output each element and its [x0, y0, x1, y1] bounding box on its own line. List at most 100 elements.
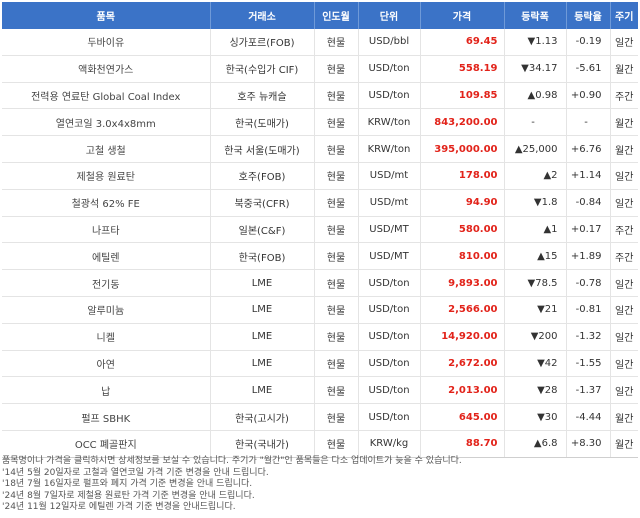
- change-cell: ▲2: [504, 162, 567, 190]
- exchange-cell: 한국(도매가): [210, 108, 315, 137]
- exchange-cell: 한국(FOB): [210, 242, 315, 271]
- exchange-cell: 싱가포르(FOB): [210, 29, 315, 56]
- commodity-name-link[interactable]: 전기동: [2, 269, 211, 297]
- exchange-cell: LME: [210, 323, 315, 351]
- table-row: OCC 폐골판지 한국(국내가) 현물 KRW/kg 88.70 ▲6.8 +8.30 월간: [2, 430, 638, 458]
- cycle-cell: 주간: [610, 216, 638, 244]
- commodity-name-link[interactable]: 아연: [2, 350, 211, 378]
- table-row: 전력용 연료탄 Global Coal Index 호주 뉴캐슬 현물 USD/ton…: [2, 82, 638, 110]
- price-link[interactable]: 178.00: [420, 162, 505, 190]
- unit-cell: KRW/ton: [358, 108, 421, 137]
- exchange-cell: 한국(고시가): [210, 403, 315, 431]
- price-link[interactable]: 395,000.00: [420, 135, 505, 163]
- table-row: 열연코일 3.0x4x8mm 한국(도매가) 현물 KRW/ton 843,200.00…: [2, 108, 638, 137]
- commodity-name-link[interactable]: 제철용 원료탄: [2, 162, 211, 190]
- price-link[interactable]: 843,200.00: [420, 108, 505, 137]
- notes-section: 품목명이나 가격을 클릭하시면 상세정보를 보실 수 있습니다. 주기가 "월간…: [2, 456, 638, 514]
- table-row: 아연 LME 현물 USD/ton 2,672.00 ▼42 -1.55 일간: [2, 350, 638, 378]
- table-row: 나프타 일본(C&F) 현물 USD/MT 580.00 ▲1 +0.17 주간: [2, 216, 638, 244]
- table-row: 고철 생철 한국 서울(도매가) 현물 KRW/ton 395,000.00 ▲25,00…: [2, 135, 638, 163]
- price-link[interactable]: 88.70: [420, 430, 505, 458]
- exchange-cell: 호주 뉴캐슬: [210, 82, 315, 110]
- delivery-cell: 현물: [314, 376, 359, 405]
- delivery-cell: 현물: [314, 162, 359, 190]
- note-line: '14년 5월 20일자로 고철과 열연코일 가격 기준 변경을 안내 드립니다…: [2, 467, 269, 478]
- price-link[interactable]: 94.90: [420, 189, 505, 217]
- header-price: 가격: [420, 2, 505, 29]
- delivery-cell: 현물: [314, 55, 359, 83]
- change-rate-cell: +1.14: [566, 162, 611, 190]
- unit-cell: KRW/ton: [358, 135, 421, 163]
- change-rate-cell: +0.17: [566, 216, 611, 244]
- unit-cell: USD/ton: [358, 376, 421, 405]
- commodity-name-link[interactable]: 알루미늄: [2, 296, 211, 324]
- commodity-name-link[interactable]: 철광석 62% FE: [2, 189, 211, 217]
- price-link[interactable]: 645.00: [420, 403, 505, 431]
- commodity-name-link[interactable]: 고철 생철: [2, 135, 211, 163]
- cycle-cell: 일간: [610, 269, 638, 297]
- commodity-name-link[interactable]: 에틸렌: [2, 242, 211, 271]
- table-header-row: 품목 거래소 인도월 단위 가격 등락폭 등락율 주기: [2, 2, 638, 29]
- table-row: 두바이유 싱가포르(FOB) 현물 USD/bbl 69.45 ▼1.13 -0.19 일간: [2, 29, 638, 56]
- price-link[interactable]: 580.00: [420, 216, 505, 244]
- note-line: '18년 7월 16일자로 펄프와 폐지 가격 기준 변경을 안내 드립니다.: [2, 479, 253, 490]
- delivery-cell: 현물: [314, 189, 359, 217]
- commodity-name-link[interactable]: 니켈: [2, 323, 211, 351]
- price-link[interactable]: 69.45: [420, 29, 505, 56]
- commodity-name-link[interactable]: 두바이유: [2, 29, 211, 56]
- change-rate-cell: +0.90: [566, 82, 611, 110]
- change-cell: ▼30: [504, 403, 567, 431]
- commodity-name-link[interactable]: 나프타: [2, 216, 211, 244]
- header-cycle: 주기: [610, 2, 638, 29]
- change-rate-cell: +1.89: [566, 242, 611, 271]
- delivery-cell: 현물: [314, 269, 359, 297]
- note-line: '24년 11월 12일자로 에틸렌 가격 기준 변경을 안내드립니다.: [2, 502, 236, 513]
- change-rate-cell: -0.84: [566, 189, 611, 217]
- cycle-cell: 월간: [610, 403, 638, 431]
- commodity-name-link[interactable]: 열연코일 3.0x4x8mm: [2, 108, 211, 137]
- unit-cell: USD/ton: [358, 296, 421, 324]
- unit-cell: USD/ton: [358, 55, 421, 83]
- table-row: 철광석 62% FE 북중국(CFR) 현물 USD/mt 94.90 ▼1.8 -0.84…: [2, 189, 638, 217]
- change-cell: ▲6.8: [504, 430, 567, 458]
- price-link[interactable]: 558.19: [420, 55, 505, 83]
- commodity-name-link[interactable]: OCC 폐골판지: [2, 430, 211, 458]
- table-row: 납 LME 현물 USD/ton 2,013.00 ▼28 -1.37 일간: [2, 376, 638, 405]
- header-delivery: 인도월: [314, 2, 359, 29]
- price-link[interactable]: 810.00: [420, 242, 505, 271]
- change-cell: ▲1: [504, 216, 567, 244]
- exchange-cell: LME: [210, 376, 315, 405]
- commodity-name-link[interactable]: 납: [2, 376, 211, 405]
- commodity-name-link[interactable]: 액화천연가스: [2, 55, 211, 83]
- delivery-cell: 현물: [314, 403, 359, 431]
- change-cell: ▲15: [504, 242, 567, 271]
- change-cell: ▼78.5: [504, 269, 567, 297]
- table-row: 알루미늄 LME 현물 USD/ton 2,566.00 ▼21 -0.81 일간: [2, 296, 638, 324]
- change-rate-cell: -1.37: [566, 376, 611, 405]
- delivery-cell: 현물: [314, 216, 359, 244]
- cycle-cell: 주간: [610, 82, 638, 110]
- cycle-cell: 일간: [610, 323, 638, 351]
- change-rate-cell: -5.61: [566, 55, 611, 83]
- header-item: 품목: [2, 2, 211, 29]
- price-link[interactable]: 14,920.00: [420, 323, 505, 351]
- change-rate-cell: -1.55: [566, 350, 611, 378]
- header-change: 등락폭: [504, 2, 567, 29]
- change-cell: ▲25,000: [504, 135, 567, 163]
- price-link[interactable]: 2,672.00: [420, 350, 505, 378]
- price-link[interactable]: 109.85: [420, 82, 505, 110]
- cycle-cell: 월간: [610, 108, 638, 137]
- cycle-cell: 월간: [610, 135, 638, 163]
- table-row: 전기동 LME 현물 USD/ton 9,893.00 ▼78.5 -0.78 일간: [2, 269, 638, 297]
- change-rate-cell: -0.19: [566, 29, 611, 56]
- unit-cell: USD/ton: [358, 350, 421, 378]
- price-link[interactable]: 9,893.00: [420, 269, 505, 297]
- price-link[interactable]: 2,566.00: [420, 296, 505, 324]
- unit-cell: USD/ton: [358, 82, 421, 110]
- price-link[interactable]: 2,013.00: [420, 376, 505, 405]
- exchange-cell: 호주(FOB): [210, 162, 315, 190]
- commodity-name-link[interactable]: 전력용 연료탄 Global Coal Index: [2, 82, 211, 110]
- cycle-cell: 일간: [610, 296, 638, 324]
- commodity-name-link[interactable]: 펄프 SBHK: [2, 403, 211, 431]
- delivery-cell: 현물: [314, 323, 359, 351]
